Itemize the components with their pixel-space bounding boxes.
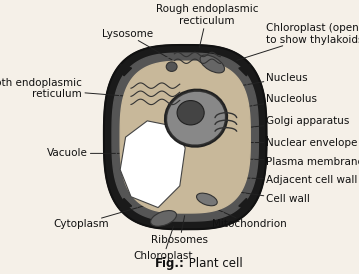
Polygon shape [239,198,250,210]
Text: Adjacent cell wall: Adjacent cell wall [242,175,358,185]
Ellipse shape [196,193,217,206]
Ellipse shape [200,55,224,73]
Text: Nuclear envelope: Nuclear envelope [237,138,358,147]
Polygon shape [112,53,258,221]
Text: Smooth endoplasmic
reticulum: Smooth endoplasmic reticulum [0,78,128,99]
Text: Rough endoplasmic
recticulum: Rough endoplasmic recticulum [156,4,258,48]
Polygon shape [120,64,131,76]
Text: Mitochondrion: Mitochondrion [209,206,287,229]
Text: Plasma membrane: Plasma membrane [242,156,359,167]
Ellipse shape [166,91,226,145]
Text: Ribosomes: Ribosomes [151,216,208,245]
Text: Lysosome: Lysosome [102,29,172,60]
Polygon shape [239,64,250,76]
Polygon shape [120,121,185,208]
Polygon shape [120,61,250,213]
Text: Vacuole: Vacuole [47,149,136,158]
Ellipse shape [166,62,177,72]
Text: Nucleolus: Nucleolus [229,94,317,110]
Polygon shape [104,45,266,229]
Text: Cytoplasm: Cytoplasm [54,206,145,229]
Text: Cell wall: Cell wall [237,192,311,204]
Text: Chloroplast (opened
to show thylakoids): Chloroplast (opened to show thylakoids) [237,23,359,60]
Ellipse shape [177,101,204,125]
Text: Chloroplast: Chloroplast [134,227,193,261]
Text: Fig.:: Fig.: [155,257,185,270]
Text: Nucleus: Nucleus [229,73,308,88]
Text: Plant cell: Plant cell [185,257,243,270]
Polygon shape [120,198,131,210]
Ellipse shape [150,210,177,226]
Text: Golgi apparatus: Golgi apparatus [237,116,350,129]
